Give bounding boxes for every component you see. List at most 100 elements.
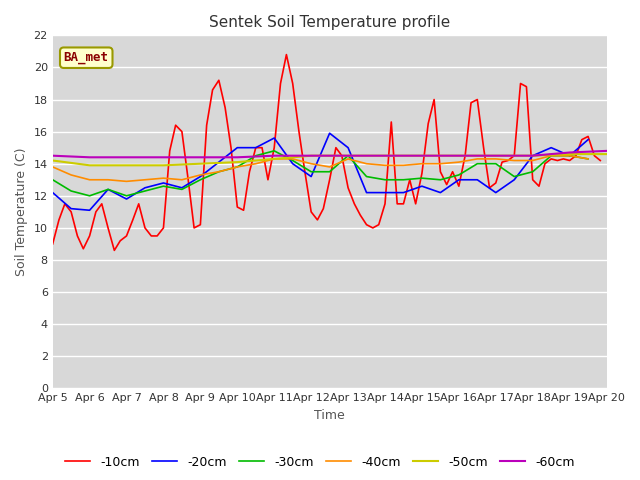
-20cm: [474, 177, 481, 183]
-20cm: [270, 135, 278, 141]
-10cm: [221, 105, 229, 110]
-30cm: [326, 169, 333, 175]
-30cm: [307, 169, 315, 175]
-10cm: [596, 157, 604, 163]
-30cm: [455, 172, 463, 178]
-10cm: [443, 182, 451, 188]
-20cm: [159, 180, 167, 186]
-40cm: [178, 177, 186, 183]
-40cm: [455, 159, 463, 165]
-60cm: [86, 155, 93, 160]
Line: -60cm: -60cm: [52, 151, 607, 157]
-50cm: [86, 162, 93, 168]
-60cm: [159, 155, 167, 160]
-30cm: [159, 183, 167, 189]
-40cm: [344, 156, 352, 162]
Line: -10cm: -10cm: [52, 55, 600, 251]
-60cm: [49, 153, 56, 158]
-40cm: [86, 177, 93, 183]
-40cm: [104, 177, 112, 183]
-20cm: [436, 190, 444, 195]
-20cm: [511, 177, 518, 183]
-30cm: [436, 177, 444, 183]
-50cm: [418, 153, 426, 158]
-40cm: [289, 156, 296, 162]
-40cm: [381, 162, 389, 168]
-40cm: [547, 153, 555, 158]
-30cm: [363, 174, 371, 180]
X-axis label: Time: Time: [314, 409, 345, 422]
-30cm: [547, 153, 555, 158]
-30cm: [252, 153, 260, 158]
-10cm: [584, 133, 592, 139]
-20cm: [178, 185, 186, 191]
-40cm: [307, 161, 315, 167]
-20cm: [566, 153, 573, 158]
-50cm: [159, 162, 167, 168]
-50cm: [234, 159, 241, 165]
Line: -50cm: -50cm: [52, 154, 607, 165]
-30cm: [289, 157, 296, 163]
-40cm: [474, 156, 481, 162]
-40cm: [584, 156, 592, 162]
-40cm: [270, 156, 278, 162]
-40cm: [418, 161, 426, 167]
-30cm: [178, 187, 186, 192]
-50cm: [123, 162, 131, 168]
-40cm: [363, 161, 371, 167]
-10cm: [529, 177, 536, 183]
-60cm: [234, 155, 241, 160]
-40cm: [326, 164, 333, 170]
-40cm: [159, 175, 167, 181]
-40cm: [215, 169, 223, 175]
-30cm: [566, 153, 573, 158]
-60cm: [492, 153, 500, 158]
-40cm: [492, 156, 500, 162]
-60cm: [270, 153, 278, 158]
-20cm: [123, 196, 131, 202]
-60cm: [455, 153, 463, 158]
-30cm: [141, 188, 149, 194]
-30cm: [511, 174, 518, 180]
-30cm: [399, 177, 407, 183]
-30cm: [86, 193, 93, 199]
-40cm: [566, 153, 573, 158]
-20cm: [529, 153, 536, 158]
-20cm: [547, 145, 555, 151]
-40cm: [529, 157, 536, 163]
-40cm: [196, 172, 204, 178]
-60cm: [381, 153, 389, 158]
-60cm: [123, 155, 131, 160]
Text: BA_met: BA_met: [64, 51, 109, 64]
-50cm: [492, 153, 500, 158]
-30cm: [474, 161, 481, 167]
Legend: -10cm, -20cm, -30cm, -40cm, -50cm, -60cm: -10cm, -20cm, -30cm, -40cm, -50cm, -60cm: [60, 451, 580, 474]
-30cm: [67, 188, 75, 194]
-50cm: [307, 153, 315, 158]
-20cm: [252, 145, 260, 151]
-20cm: [289, 161, 296, 167]
-10cm: [49, 241, 56, 247]
-60cm: [344, 153, 352, 158]
-50cm: [603, 151, 611, 157]
-40cm: [436, 161, 444, 167]
-10cm: [129, 217, 136, 223]
-30cm: [584, 156, 592, 162]
Line: -30cm: -30cm: [52, 151, 588, 196]
-10cm: [283, 52, 291, 58]
-40cm: [67, 172, 75, 178]
Y-axis label: Soil Temperature (C): Soil Temperature (C): [15, 148, 28, 276]
-40cm: [141, 177, 149, 183]
-60cm: [529, 153, 536, 158]
-50cm: [381, 153, 389, 158]
-20cm: [344, 145, 352, 151]
Title: Sentek Soil Temperature profile: Sentek Soil Temperature profile: [209, 15, 450, 30]
-20cm: [326, 131, 333, 136]
-20cm: [455, 177, 463, 183]
-30cm: [270, 148, 278, 154]
-60cm: [566, 150, 573, 156]
-20cm: [307, 174, 315, 180]
-30cm: [215, 169, 223, 175]
-20cm: [418, 183, 426, 189]
-30cm: [123, 193, 131, 199]
